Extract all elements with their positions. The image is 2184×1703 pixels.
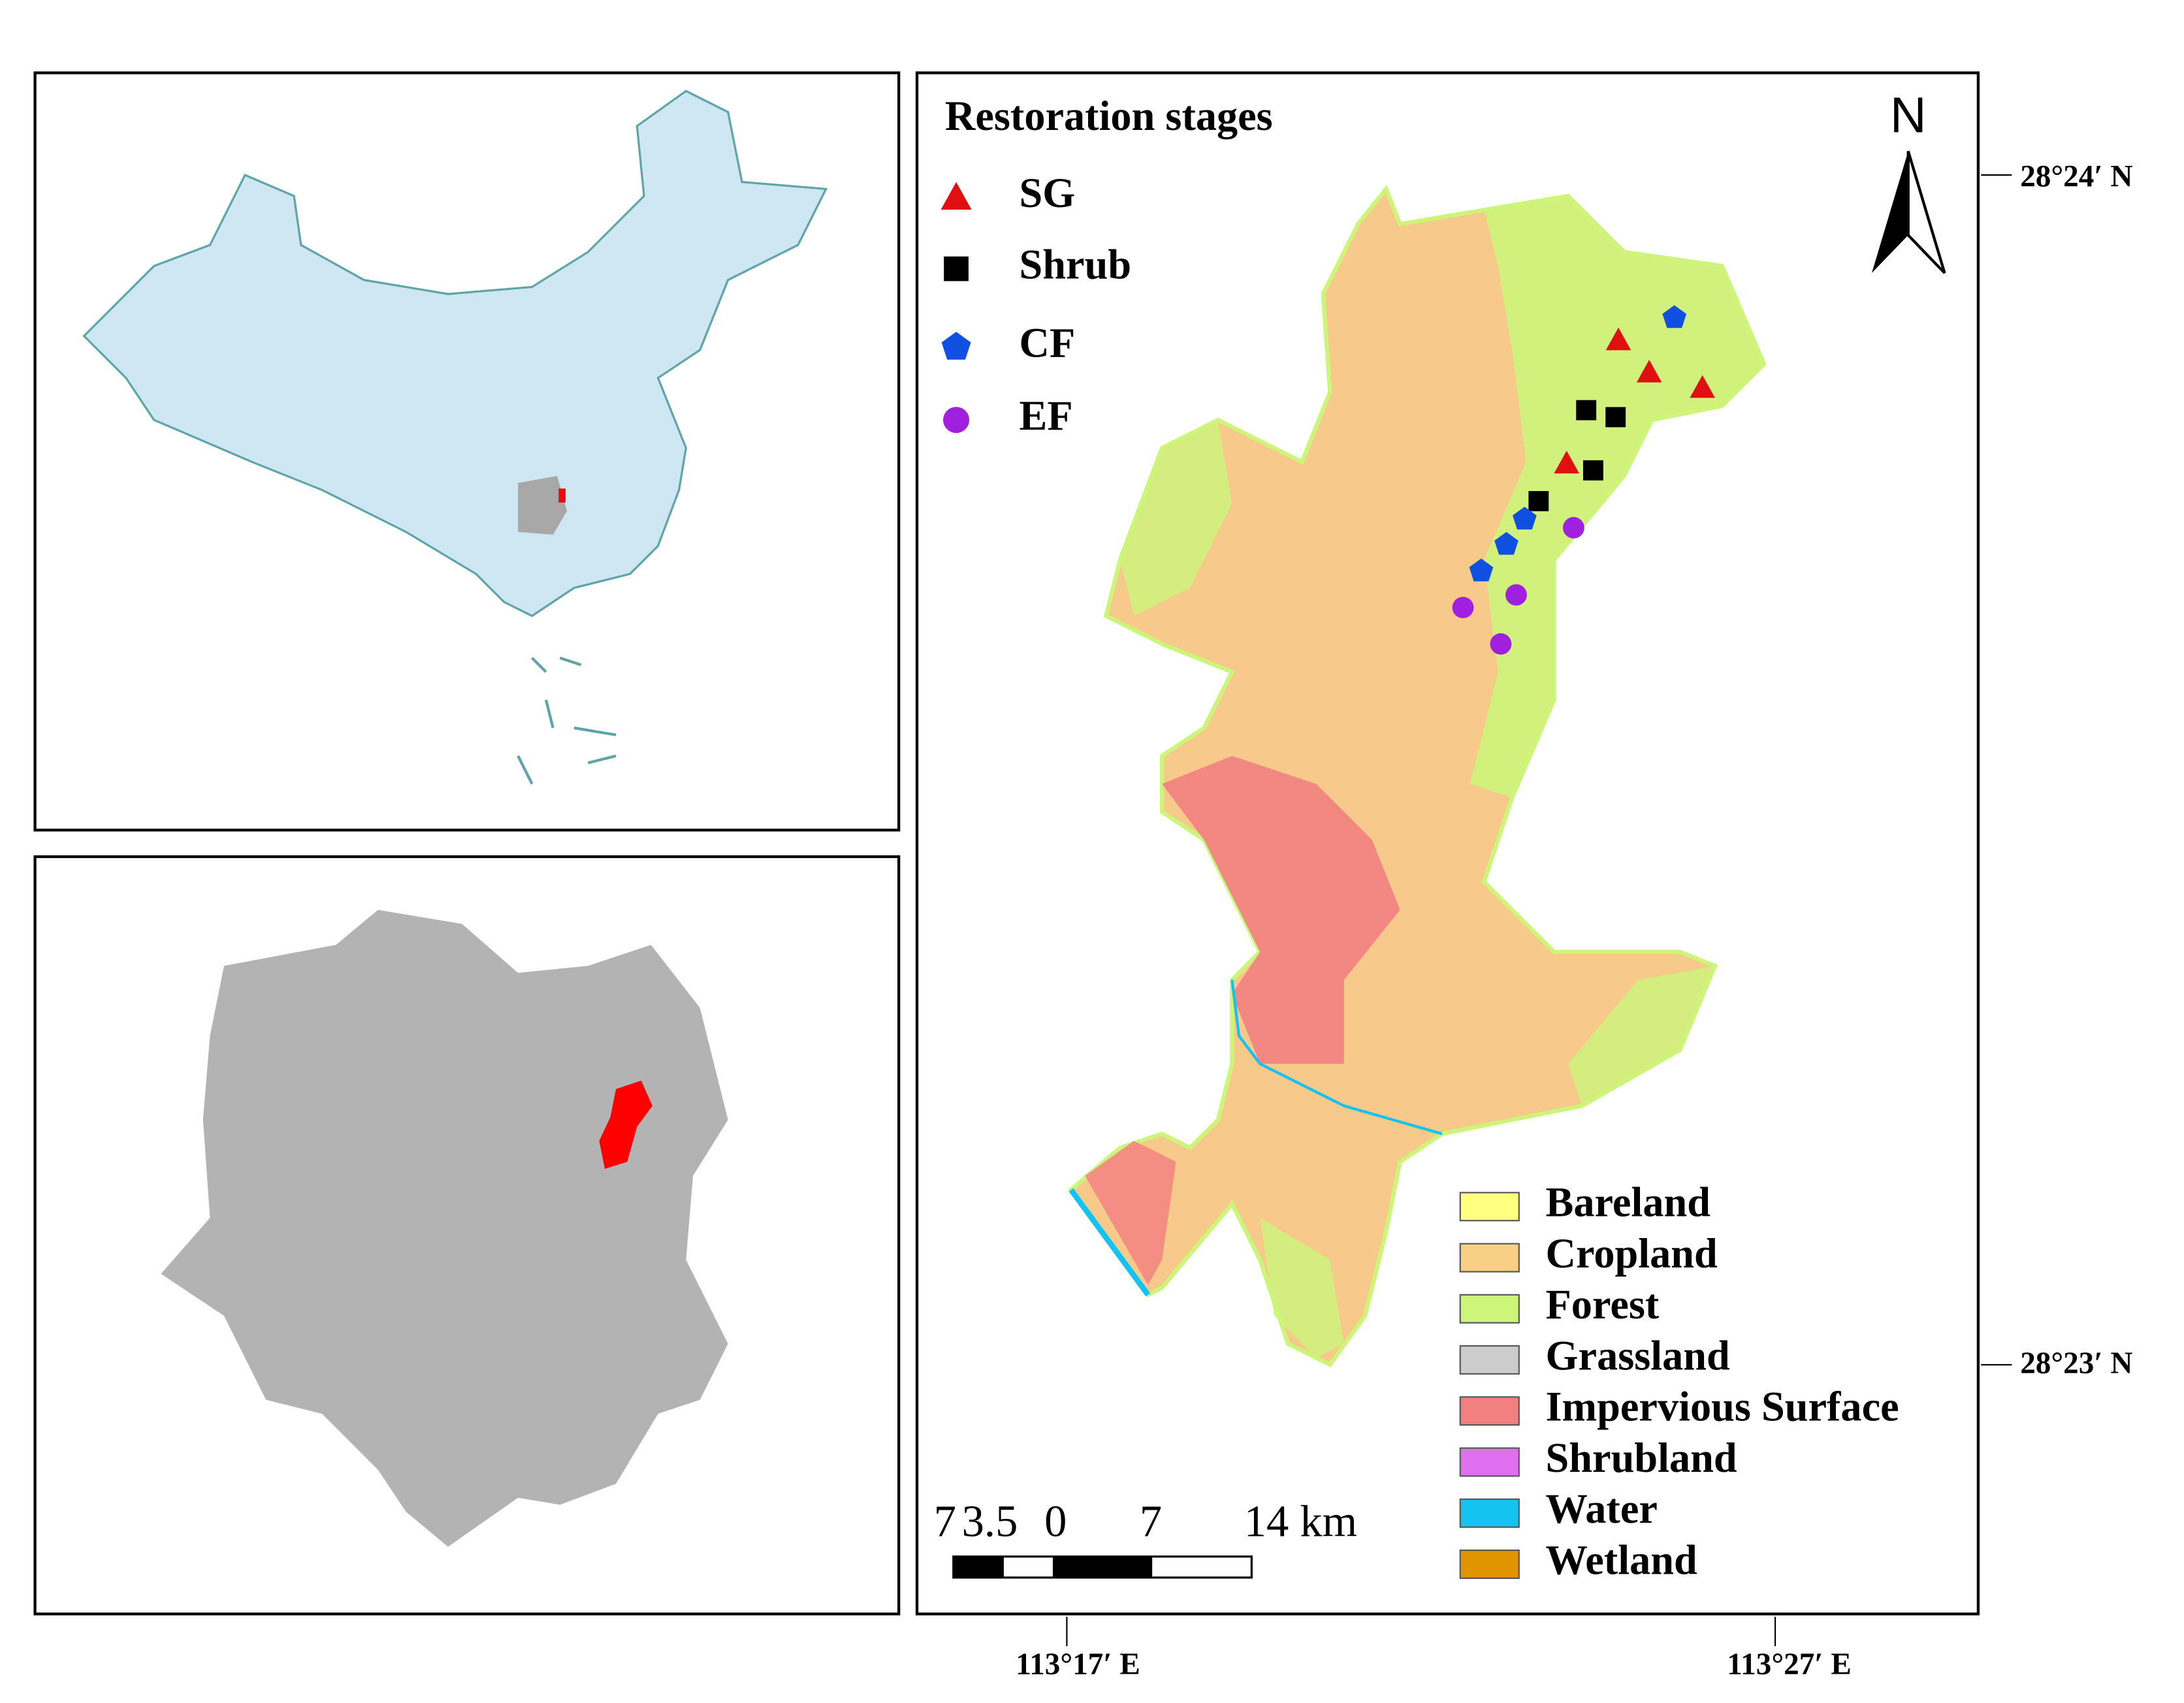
study-area xyxy=(558,488,566,503)
pentagon-marker xyxy=(941,332,971,360)
legend-title: Restoration stages xyxy=(945,93,1273,139)
square-marker xyxy=(1605,407,1626,428)
legend-label: Cropland xyxy=(1546,1230,1718,1277)
triangle-marker xyxy=(1636,359,1662,383)
legend-swatch xyxy=(1459,1243,1520,1273)
scale-label: 3.5 xyxy=(962,1496,1018,1546)
stage-legend: SG Shrub CF EF xyxy=(940,170,1131,439)
longitude-label: 113°27′ E xyxy=(1727,1647,1852,1681)
pentagon-marker xyxy=(1469,558,1494,582)
pentagon-marker xyxy=(1513,507,1537,530)
scale-label: 7 xyxy=(934,1496,956,1546)
river xyxy=(1068,1188,1151,1297)
legend-label: Shrub xyxy=(1020,241,1132,287)
circle-marker xyxy=(1505,584,1527,606)
longitude-label: 113°17′ E xyxy=(1016,1647,1140,1681)
latitude-label: 28°24′ N xyxy=(2020,159,2132,193)
legend-label: Shrubland xyxy=(1546,1435,1737,1481)
square-marker xyxy=(1576,400,1597,421)
square-marker xyxy=(944,256,969,281)
forest-area xyxy=(1469,196,1764,798)
triangle-marker xyxy=(1690,375,1715,398)
triangle-marker xyxy=(1605,327,1631,351)
legend-label: EF xyxy=(1020,392,1073,439)
legend-swatch xyxy=(1459,1447,1520,1477)
hunan-shape xyxy=(518,475,568,535)
north-label: N xyxy=(1890,88,1927,144)
impervious-area xyxy=(1085,1141,1176,1285)
scale-label: 0 xyxy=(1044,1496,1067,1546)
square-marker xyxy=(1582,460,1603,481)
legend-swatch xyxy=(1459,1192,1520,1222)
forest-area xyxy=(1567,966,1715,1106)
hunan-outline xyxy=(161,910,728,1547)
square-marker xyxy=(1528,491,1549,511)
legend-swatch xyxy=(1459,1294,1520,1324)
panel-frame xyxy=(33,855,901,1615)
north-arrow xyxy=(1906,150,1946,274)
pentagon-marker xyxy=(1662,305,1687,328)
legend-label: Impervious Surface xyxy=(1546,1384,1899,1430)
islands xyxy=(517,656,617,785)
legend-label: Forest xyxy=(1546,1281,1660,1328)
study-area xyxy=(599,1080,652,1169)
river xyxy=(1230,979,1443,1136)
scale-bar xyxy=(1052,1556,1153,1578)
legend-label: SG xyxy=(1020,170,1076,216)
latitude-label: 28°23′ N xyxy=(2020,1346,2132,1380)
scale-labels: 7 3.5 0 7 14 km xyxy=(934,1496,1357,1546)
circle-marker xyxy=(1452,596,1474,618)
forest-area xyxy=(1119,420,1232,616)
china-outline xyxy=(82,89,828,618)
triangle-marker xyxy=(1554,451,1579,474)
scale-bar xyxy=(953,1556,1004,1578)
north-arrow xyxy=(1871,151,1908,274)
legend-swatch xyxy=(1459,1550,1520,1580)
legend-swatch xyxy=(1459,1396,1520,1426)
legend-swatch xyxy=(1459,1345,1520,1375)
panel-frame xyxy=(33,71,901,832)
pentagon-marker xyxy=(1494,532,1518,555)
circle-marker xyxy=(1490,633,1512,655)
legend-label: Water xyxy=(1546,1486,1658,1532)
legend-label: Wetland xyxy=(1546,1536,1697,1583)
legend-label: CF xyxy=(1020,319,1076,366)
impervious-area xyxy=(1162,756,1400,1064)
triangle-marker xyxy=(940,182,972,210)
circle-marker xyxy=(1562,517,1584,539)
sample-points xyxy=(1452,305,1715,655)
legend-label: Bareland xyxy=(1546,1179,1711,1226)
legend-swatch xyxy=(1459,1498,1520,1528)
legend-label: Grassland xyxy=(1546,1332,1731,1378)
panel-frame xyxy=(915,71,1980,1615)
circle-marker xyxy=(943,407,970,434)
scale-label: 7 xyxy=(1140,1496,1162,1546)
scale-label: 14 km xyxy=(1244,1496,1357,1546)
